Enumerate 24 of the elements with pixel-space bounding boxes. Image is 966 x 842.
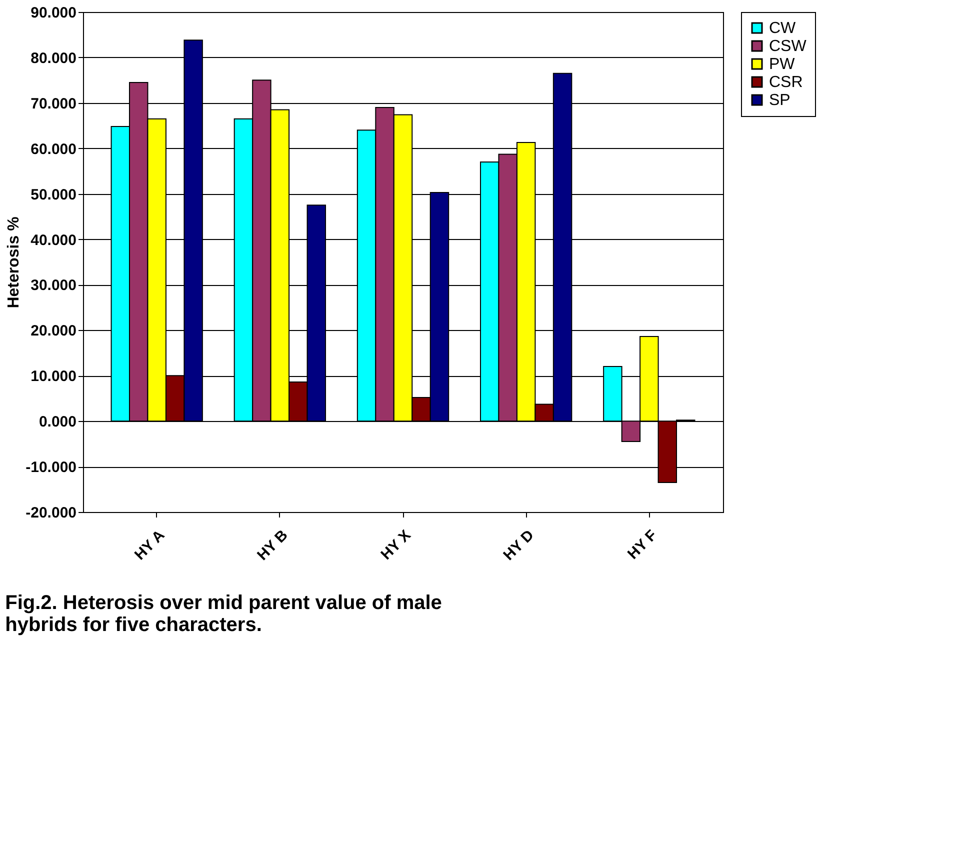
legend-label: PW <box>769 56 796 73</box>
y-tick-label: 60.000 <box>30 140 76 158</box>
y-tick-label: 50.000 <box>30 186 76 204</box>
y-tick-label: -20.000 <box>26 504 76 522</box>
legend-label: SP <box>769 92 790 109</box>
y-tick-label: 30.000 <box>30 277 76 294</box>
y-tick-label: 70.000 <box>30 95 76 112</box>
x-tick-label: HY X <box>378 526 414 564</box>
y-tick-label: 20.000 <box>30 322 76 340</box>
y-tick-label: 0.000 <box>38 414 76 431</box>
y-tick-label: 10.000 <box>30 368 76 386</box>
x-tick-label: HY F <box>624 526 660 563</box>
legend-label: CW <box>769 20 797 37</box>
legend-label: CSR <box>769 74 803 91</box>
y-tick-label: 90.000 <box>30 4 76 22</box>
y-axis-title: Heterosis % <box>6 216 23 308</box>
caption: Fig.2. Heterosis over mid parent value of male hybrids for five characters. <box>5 592 442 636</box>
y-tick-label: -10.000 <box>26 459 76 476</box>
y-tick-label: 40.000 <box>30 232 76 249</box>
x-tick-label: HY D <box>500 526 538 564</box>
x-tick-label: HY B <box>254 526 292 564</box>
x-tick-label: HY A <box>131 526 168 564</box>
y-tick-label: 80.000 <box>30 50 76 67</box>
legend-label: CSW <box>769 38 808 55</box>
